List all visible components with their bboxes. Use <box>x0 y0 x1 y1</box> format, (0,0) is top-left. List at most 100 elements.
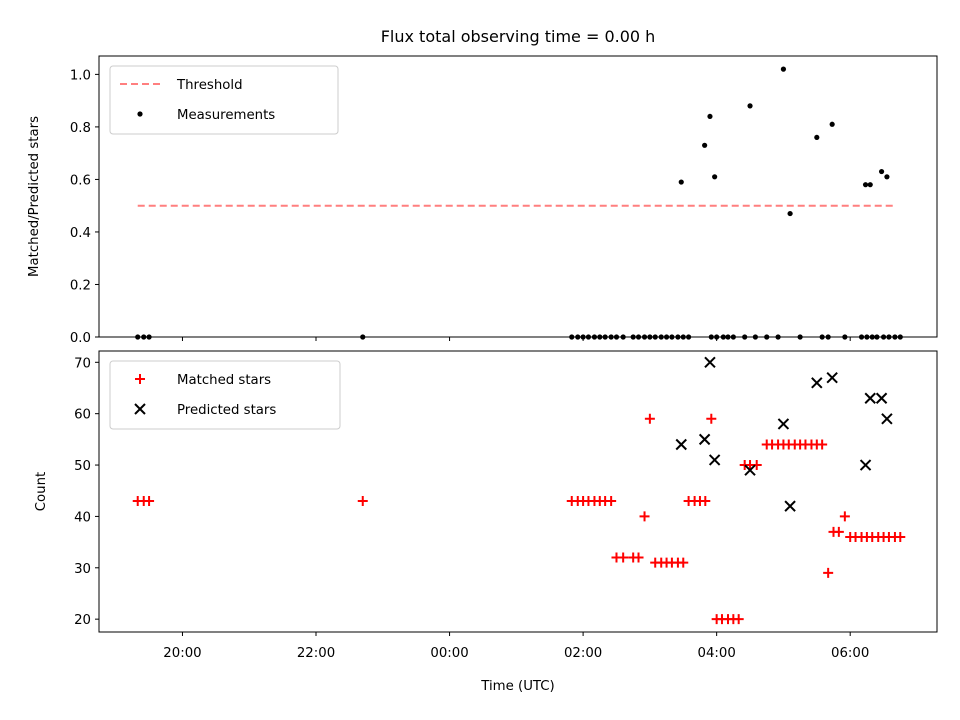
y-tick-label: 0.2 <box>70 278 91 293</box>
measurement-point <box>135 334 141 340</box>
matched-stars-point <box>817 439 828 450</box>
y-tick-label: 0.8 <box>70 121 91 136</box>
matched-stars-point <box>678 557 689 568</box>
chart-title: Flux total observing time = 0.00 h <box>381 27 656 46</box>
matched-stars-point <box>751 460 762 471</box>
legend-label: Measurements <box>177 108 275 123</box>
plot-frame <box>98 55 938 338</box>
y-tick-label: 50 <box>74 459 91 474</box>
measurement-point <box>742 334 748 340</box>
matched-stars-point <box>833 526 844 537</box>
measurement-point <box>725 334 731 340</box>
measurement-point <box>730 334 736 340</box>
matched-stars-point <box>823 567 834 578</box>
measurement-point <box>613 334 620 340</box>
x-tick-label: 02:00 <box>564 646 602 661</box>
x-tick-label: 04:00 <box>697 646 735 661</box>
measurement-point <box>707 113 713 120</box>
predicted-stars-point <box>875 392 888 404</box>
measurement-point <box>141 334 147 340</box>
measurement-point <box>620 334 626 340</box>
matched-stars-point <box>895 531 906 542</box>
measurement-point <box>867 182 873 188</box>
x-tick-label: 06:00 <box>831 646 869 661</box>
measurement-point <box>714 334 720 340</box>
matched-stars-point <box>639 511 650 522</box>
predicted-stars-point <box>784 500 796 512</box>
measurement-point <box>787 210 793 217</box>
measurement-point <box>608 334 614 340</box>
matched-stars-point <box>144 496 155 507</box>
predicted-stars-point <box>675 438 687 451</box>
series-matched-stars <box>132 413 906 625</box>
measurement-point <box>884 174 890 180</box>
measurement-point <box>652 334 658 340</box>
measurement-point <box>146 334 152 340</box>
measurement-point <box>630 334 636 340</box>
measurement-point <box>675 334 681 340</box>
legend-marker <box>137 111 143 117</box>
measurement-point <box>585 334 592 340</box>
measurement-point <box>635 334 642 340</box>
predicted-stars-point <box>704 356 716 369</box>
measurement-point <box>747 103 753 109</box>
y-tick-label: 0.6 <box>70 173 91 188</box>
measurement-point <box>862 182 869 188</box>
measurement-point <box>892 334 898 340</box>
y-tick-label: 20 <box>74 613 91 628</box>
y-axis-label: Matched/Predicted stars <box>27 116 42 277</box>
matched-stars-point <box>633 552 644 563</box>
measurement-point <box>814 134 820 141</box>
measurement-point <box>678 179 684 185</box>
legend-label: Threshold <box>176 78 243 93</box>
measurement-point <box>897 334 903 340</box>
measurement-point <box>663 334 670 340</box>
measurement-point <box>591 334 598 340</box>
predicted-stars-point <box>826 372 838 384</box>
matched-stars-point <box>618 552 629 563</box>
matched-stars-point <box>839 511 850 522</box>
measurement-point <box>869 334 875 340</box>
measurement-point <box>597 334 603 340</box>
top-panel: 0.0 0.2 0.4 0.6 0.8 1.0 Matched/Predicted star… <box>27 55 938 346</box>
measurement-point <box>819 334 825 340</box>
matched-stars-point <box>733 614 744 625</box>
measurement-point <box>575 334 581 340</box>
legend-marker <box>134 403 146 415</box>
y-tick-label: 40 <box>74 510 91 525</box>
measurement-point <box>829 121 835 127</box>
measurement-point <box>360 334 366 340</box>
predicted-stars-point <box>881 413 893 425</box>
series-measurements <box>135 66 903 340</box>
legend-label: Matched stars <box>177 373 271 388</box>
predicted-stars-point <box>859 459 872 471</box>
measurement-point <box>886 334 892 340</box>
legend-box <box>109 360 341 430</box>
measurement-point <box>686 334 692 340</box>
predicted-stars-point <box>864 392 876 404</box>
series-predicted-stars <box>675 356 893 512</box>
predicted-stars-point <box>708 454 721 466</box>
measurement-point <box>780 66 787 72</box>
predicted-stars-point <box>811 377 823 389</box>
x-axis-label: Time (UTC) <box>480 679 555 694</box>
measurement-point <box>658 334 664 340</box>
measurement-point <box>874 334 880 340</box>
x-tick-label: 20:00 <box>163 646 201 661</box>
bottom-panel: 20 30 40 50 60 70 20:00 22:00 00:00 02:00 04:00 06:… <box>34 350 938 661</box>
matched-stars-point <box>644 413 655 424</box>
measurement-point <box>580 334 586 340</box>
legend-label: Predicted stars <box>177 403 276 418</box>
measurement-point <box>712 174 718 180</box>
measurement-point <box>702 142 708 148</box>
legend-marker <box>135 374 145 384</box>
measurement-point <box>708 334 714 340</box>
measurement-point <box>842 334 848 340</box>
measurement-point <box>880 334 887 340</box>
measurement-point <box>680 334 686 340</box>
matched-stars-point <box>706 413 717 424</box>
measurement-point <box>720 334 726 340</box>
matched-stars-point <box>606 496 617 507</box>
predicted-stars-point <box>744 464 756 476</box>
